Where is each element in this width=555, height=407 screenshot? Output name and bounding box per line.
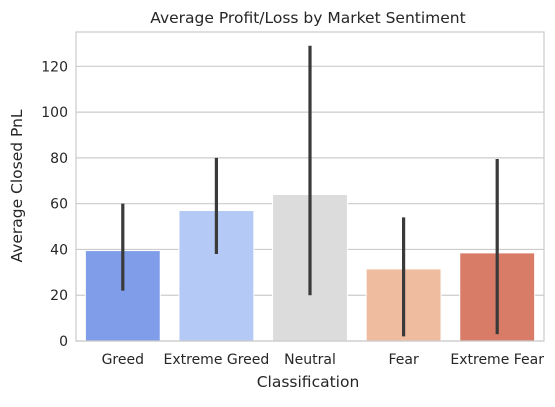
y-tick-labels: 0 20 40 60 80 100 120 xyxy=(41,59,68,350)
x-tick-labels: Greed Extreme Greed Neutral Fear Extreme Fea… xyxy=(102,352,545,368)
x-tick-label: Fear xyxy=(388,352,418,368)
x-tick-label: Extreme Fear xyxy=(450,352,544,368)
x-axis-title: Classification xyxy=(257,373,360,391)
chart-title: Average Profit/Loss by Market Sentiment xyxy=(150,9,465,27)
y-tick-label: 120 xyxy=(41,59,68,75)
y-tick-label: 0 xyxy=(59,334,68,350)
plot-frame xyxy=(75,31,545,342)
y-tick-label: 20 xyxy=(50,288,68,304)
y-axis-title: Average Closed PnL xyxy=(8,109,26,262)
x-tick-label: Greed xyxy=(102,352,144,368)
y-tick-label: 60 xyxy=(50,197,68,213)
y-tick-label: 40 xyxy=(50,242,68,258)
y-tick-label: 80 xyxy=(50,151,68,167)
x-tick-label: Neutral xyxy=(284,352,336,368)
x-tick-label: Extreme Greed xyxy=(164,352,270,368)
error-bars xyxy=(121,45,499,337)
y-tick-label: 100 xyxy=(41,105,68,121)
